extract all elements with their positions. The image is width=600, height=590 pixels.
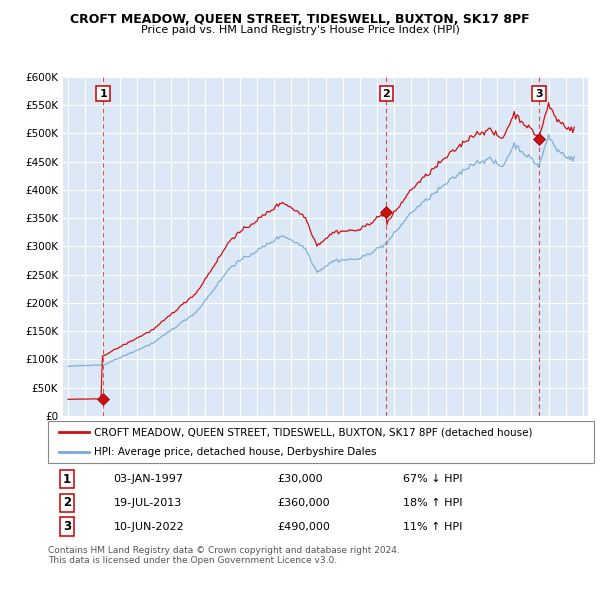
Text: 10-JUN-2022: 10-JUN-2022 — [113, 522, 184, 532]
Text: 67% ↓ HPI: 67% ↓ HPI — [403, 474, 463, 484]
Text: Contains HM Land Registry data © Crown copyright and database right 2024.
This d: Contains HM Land Registry data © Crown c… — [48, 546, 400, 565]
Text: 18% ↑ HPI: 18% ↑ HPI — [403, 498, 463, 508]
Text: £360,000: £360,000 — [277, 498, 330, 508]
Text: 03-JAN-1997: 03-JAN-1997 — [113, 474, 184, 484]
Text: 3: 3 — [63, 520, 71, 533]
Text: 2: 2 — [63, 496, 71, 510]
Text: CROFT MEADOW, QUEEN STREET, TIDESWELL, BUXTON, SK17 8PF: CROFT MEADOW, QUEEN STREET, TIDESWELL, B… — [70, 13, 530, 26]
FancyBboxPatch shape — [48, 421, 594, 463]
Text: £490,000: £490,000 — [277, 522, 330, 532]
Text: HPI: Average price, detached house, Derbyshire Dales: HPI: Average price, detached house, Derb… — [94, 447, 377, 457]
Text: CROFT MEADOW, QUEEN STREET, TIDESWELL, BUXTON, SK17 8PF (detached house): CROFT MEADOW, QUEEN STREET, TIDESWELL, B… — [94, 427, 533, 437]
Text: 1: 1 — [63, 473, 71, 486]
Text: Price paid vs. HM Land Registry's House Price Index (HPI): Price paid vs. HM Land Registry's House … — [140, 25, 460, 35]
Text: 11% ↑ HPI: 11% ↑ HPI — [403, 522, 462, 532]
Text: 2: 2 — [383, 88, 390, 99]
Text: 19-JUL-2013: 19-JUL-2013 — [113, 498, 182, 508]
Text: 3: 3 — [535, 88, 543, 99]
Text: £30,000: £30,000 — [277, 474, 323, 484]
Text: 1: 1 — [99, 88, 107, 99]
